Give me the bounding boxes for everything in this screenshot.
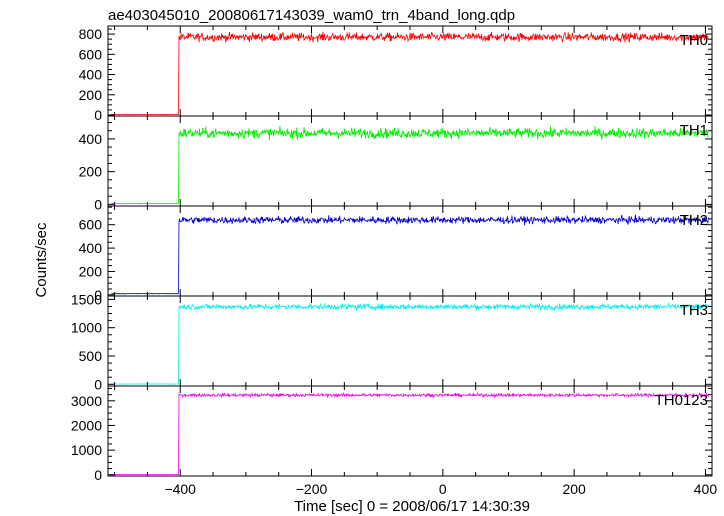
x-tick-label: −400 <box>164 481 196 497</box>
series-label-th2: TH2 <box>680 212 708 229</box>
series-label-th3: TH3 <box>680 302 708 319</box>
y-tick-label: 1000 <box>71 320 102 336</box>
series-label-th0: TH0 <box>680 32 708 49</box>
series-line-th2 <box>111 214 709 295</box>
panel-frame <box>107 115 713 207</box>
series-label-th1: TH1 <box>680 122 708 139</box>
x-tick-label: 400 <box>694 481 718 497</box>
y-tick-label: 500 <box>79 348 103 364</box>
x-tick-label: −200 <box>296 481 328 497</box>
y-axis-label: Counts/sec <box>33 222 50 298</box>
panel-th2: 0 200 400 600 TH2 <box>79 205 713 303</box>
y-tick-label: 400 <box>79 240 103 256</box>
y-tick-label: 600 <box>79 217 103 233</box>
x-tick-label: 0 <box>439 481 447 497</box>
y-tick-label: 200 <box>79 164 103 180</box>
y-tick-label: 0 <box>94 287 102 303</box>
panel-frame <box>107 385 713 477</box>
series-line-th0123 <box>111 392 709 476</box>
panel-frame <box>107 295 713 387</box>
y-tick-label: 600 <box>79 46 103 62</box>
y-tick-label: 0 <box>94 467 102 483</box>
y-tick-label: 1500 <box>71 291 102 307</box>
y-tick-label: 800 <box>79 26 103 42</box>
y-tick-label: 2000 <box>71 417 102 433</box>
y-tick-label: 0 <box>94 376 102 392</box>
y-tick-label: 400 <box>79 67 103 83</box>
series-line-th3 <box>111 302 709 385</box>
y-tick-label: 200 <box>79 263 103 279</box>
chart-title: ae403045010_20080617143039_wam0_trn_4ban… <box>108 7 515 24</box>
y-tick-label: 200 <box>79 87 103 103</box>
y-tick-label: 400 <box>79 131 103 147</box>
series-line-th1 <box>111 125 709 205</box>
panel-th3: 0 500 1000 1500 TH3 <box>71 291 713 392</box>
y-tick-label: 0 <box>94 196 102 212</box>
x-axis-label: Time [sec] 0 = 2008/06/17 14:30:39 <box>294 498 530 515</box>
x-tick-labels: −400 −200 0 200 400 <box>164 481 717 497</box>
y-tick-label: 3000 <box>71 393 102 409</box>
series-line-th0 <box>111 31 709 116</box>
y-tick-label: 1000 <box>71 442 102 458</box>
panel-th1: 0 200 400 TH1 <box>79 115 713 212</box>
x-tick-label: 200 <box>562 481 586 497</box>
series-label-th0123: TH0123 <box>655 392 708 409</box>
y-tick-label: 0 <box>94 107 102 123</box>
panel-th0123: 0 1000 2000 3000 TH0123 <box>71 385 713 483</box>
panel-th0: 0 200 400 600 800 TH0 <box>79 25 713 123</box>
